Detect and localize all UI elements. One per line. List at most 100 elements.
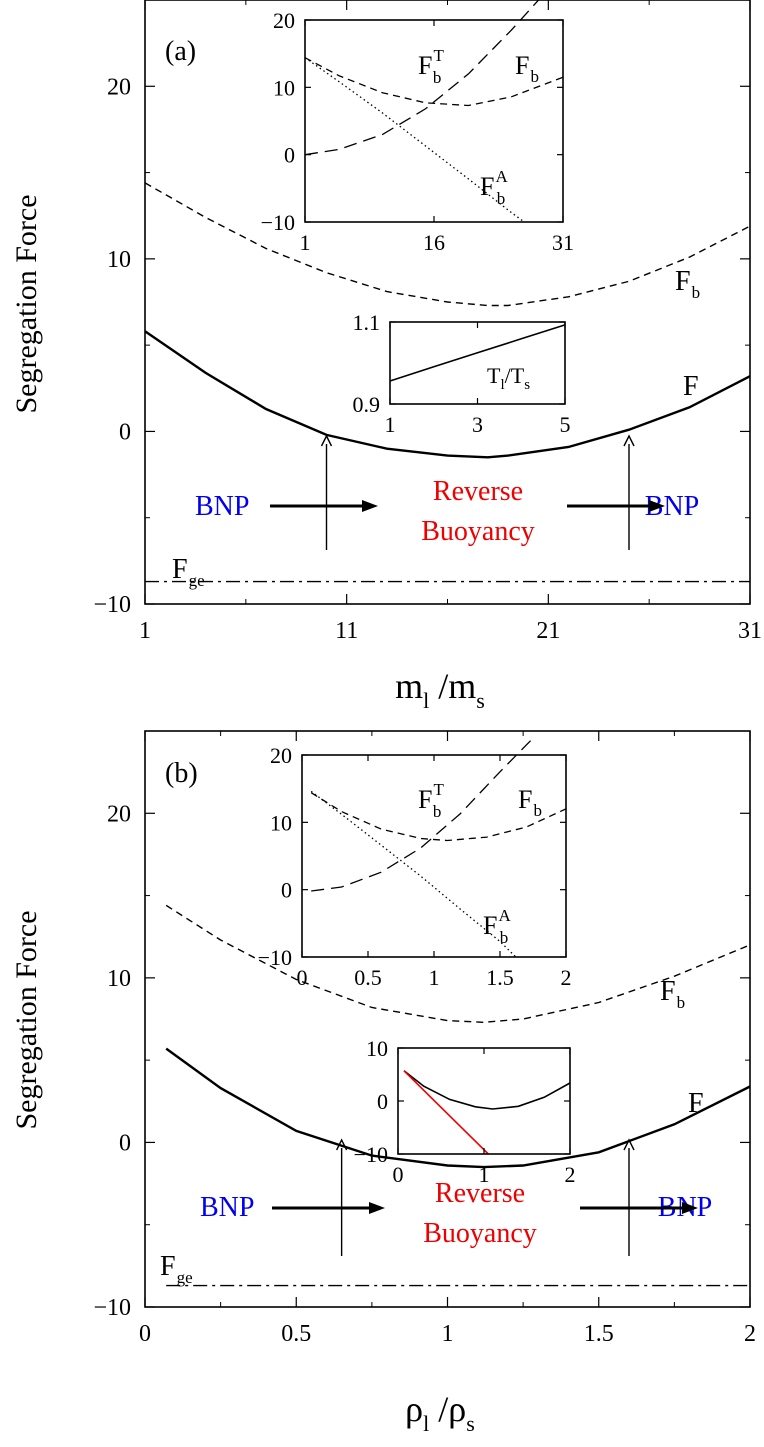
inset-series-label-part: T <box>487 363 501 388</box>
series-label-f-main: F <box>683 371 699 402</box>
inset-xtick-label: 5 <box>560 412 571 437</box>
ytick-label: 20 <box>107 74 131 100</box>
inset-ytick-label: −10 <box>258 945 292 970</box>
inset-ytick-label: 1.1 <box>353 310 381 335</box>
inset-series-label-f-b-t: FT b <box>418 46 444 87</box>
inset-ytick-label: 0.9 <box>353 392 381 417</box>
arrow-up-head <box>623 1138 635 1151</box>
xtick-label: 1 <box>442 1321 454 1347</box>
ytick-label: 0 <box>119 419 131 445</box>
x-axis-title-part: ρ <box>405 1389 423 1429</box>
inset-xtick-label: 0.5 <box>354 965 382 990</box>
series-label-f-ge-sub: ge <box>189 571 205 590</box>
y-axis-title: Segregation Force <box>10 910 43 1129</box>
series-label-f-ge-main: F <box>172 554 188 585</box>
inset-series-label-f-b-t-sub: b <box>433 68 442 87</box>
series-label-f-ge-main: F <box>160 1251 176 1282</box>
arrow-up-head <box>335 1138 348 1151</box>
series-line-f <box>165 1047 751 1169</box>
series-line-f-b <box>144 182 751 307</box>
ytick-label: 10 <box>107 966 131 992</box>
inset-series-label-f-b-t-sub: b <box>433 802 442 821</box>
series-line-f <box>144 330 751 459</box>
series-label-f: F <box>683 371 699 402</box>
inset-xtick-label: 1.5 <box>486 965 514 990</box>
x-axis-title-sub: l <box>423 1411 429 1436</box>
panel-label: (a) <box>165 36 196 67</box>
inset-series-label-f-b-a-sub: b <box>497 189 506 208</box>
inset-series-label-f-b-a: FA b <box>483 906 511 947</box>
inset-series-line-f-b <box>310 792 567 842</box>
reverse-buoyancy-label: Buoyancy <box>423 1218 537 1249</box>
ytick-label: 20 <box>107 801 131 827</box>
x-axis-title-sub: l <box>423 688 429 713</box>
inset-series-label-f-b-a-main: F <box>480 172 494 201</box>
inset-series-label-f-b-t-main: F <box>418 785 432 814</box>
inset-series-label: Tl/Ts <box>487 363 530 393</box>
inset-middle: 1 3 5 0.9 1.1 Tl/Ts <box>353 310 571 437</box>
inset-xtick-label: 1 <box>429 965 440 990</box>
inset-series-line-t-l-t-s <box>389 324 566 382</box>
x-axis-title-sub: s <box>466 1411 475 1436</box>
arrow-right-head <box>649 500 665 512</box>
series-label-f-b-main: F <box>660 976 676 1007</box>
inset-series-label-f-b: Fb <box>515 51 539 86</box>
inset-series-label-f-b-t-main: F <box>418 51 432 80</box>
inset-ytick-label: 10 <box>366 1036 388 1061</box>
inset-series-line-f-b-t <box>311 737 534 892</box>
inset-ytick-label: 0 <box>284 143 295 168</box>
inset-series-label-f-b-a-main: F <box>483 911 497 940</box>
inset-series-label-f-b-main: F <box>518 785 532 814</box>
series-label-f: F <box>688 1088 704 1119</box>
x-axis-title: ρl /ρs <box>405 1389 475 1436</box>
series-label-f-ge: Fge <box>160 1251 193 1287</box>
xtick-label: 0 <box>139 1321 151 1347</box>
x-axis-title-part: m <box>448 666 476 706</box>
ytick-label: −10 <box>93 1295 131 1321</box>
inset-series-label-f-b-a: FA b <box>480 167 508 208</box>
arrow-right-head <box>682 1202 698 1214</box>
series-label-f-ge-sub: ge <box>177 1268 193 1287</box>
inset-background <box>305 20 563 222</box>
inset-series-label-f-b-sub: b <box>530 67 539 86</box>
inset-ytick-label: −10 <box>261 210 295 235</box>
inset-ytick-label: 20 <box>270 743 292 768</box>
inset-series-label-f-b-a-sup: A <box>495 167 508 186</box>
xtick-label: 1 <box>139 618 151 644</box>
inset-xtick-label: 3 <box>472 412 483 437</box>
inset-series-label-f-b-a-sub: b <box>500 928 509 947</box>
series-label-f-b-sub: b <box>692 283 701 302</box>
inset-series-label-part: /T <box>505 363 525 388</box>
inset-ytick-label: −10 <box>354 1142 388 1167</box>
series-label-f-b-sub: b <box>677 993 686 1012</box>
ytick-label: −10 <box>93 592 131 618</box>
series-label-f-main: F <box>688 1088 704 1119</box>
xtick-label: 2 <box>744 1321 756 1347</box>
y-axis-title: Segregation Force <box>10 194 43 413</box>
ytick-label: 10 <box>107 247 131 273</box>
xtick-label: 1.5 <box>584 1321 614 1347</box>
x-axis-title-part: / <box>429 1389 448 1429</box>
series-label-f-ge: Fge <box>172 554 205 590</box>
reverse-buoyancy-label: Buoyancy <box>421 516 535 547</box>
x-axis-title: ml /ms <box>395 666 485 713</box>
reverse-buoyancy-label: Reverse <box>433 476 523 507</box>
inset-series-line-f <box>403 1070 571 1110</box>
inset-series-label-f-b-sub: b <box>533 801 542 820</box>
inset-background <box>390 322 565 404</box>
inset-xtick-label: 31 <box>552 230 574 255</box>
inset-xtick-label: 2 <box>565 1162 576 1187</box>
inset-xtick-label: 0 <box>393 1162 404 1187</box>
inset-series-label-f-b-t-sup: T <box>433 780 444 799</box>
inset-series-label-f-b-a-sup: A <box>498 906 511 925</box>
inset-series-label-f-b-main: F <box>515 51 529 80</box>
inset-ytick-label: 0 <box>377 1089 388 1114</box>
x-axis-title-part: / <box>429 666 448 706</box>
xtick-label: 21 <box>536 618 560 644</box>
panel-label: (b) <box>165 758 198 789</box>
